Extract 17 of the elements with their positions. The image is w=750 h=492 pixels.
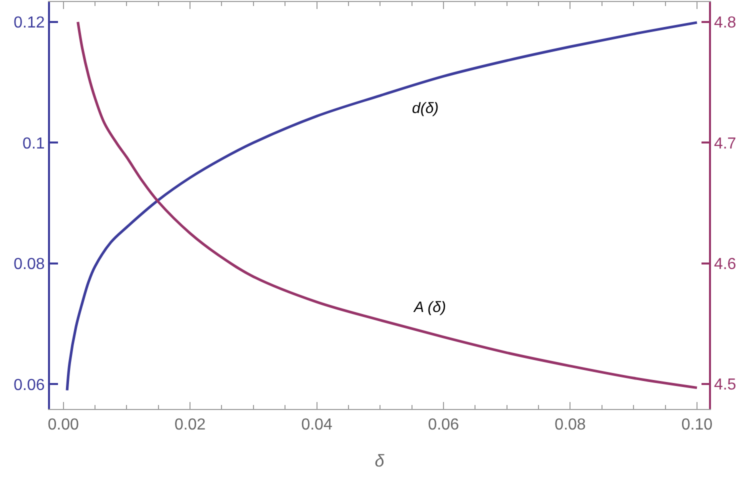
y2-tick-label: 4.6 (714, 256, 736, 273)
x-tick-label: 0.04 (301, 416, 332, 434)
x-tick-label: 0.02 (174, 416, 206, 434)
y-tick-label: 0.08 (14, 256, 45, 274)
y-tick-label: 0.12 (14, 14, 45, 32)
y2-tick-label: 4.8 (714, 14, 736, 32)
series-label: d(δ) (412, 100, 439, 117)
x-tick-label: 0.06 (428, 416, 460, 434)
series-label: A (δ) (413, 299, 446, 316)
x-tick-label: 0.00 (48, 416, 79, 434)
y-tick-label: 0.1 (22, 135, 45, 152)
x-tick-label: 0.10 (681, 416, 713, 434)
x-axis-title: δ (374, 452, 385, 471)
y2-tick-label: 4.5 (714, 376, 736, 394)
y2-tick-label: 4.7 (714, 135, 736, 152)
y-tick-label: 0.06 (14, 376, 45, 394)
x-tick-label: 0.08 (554, 416, 586, 434)
